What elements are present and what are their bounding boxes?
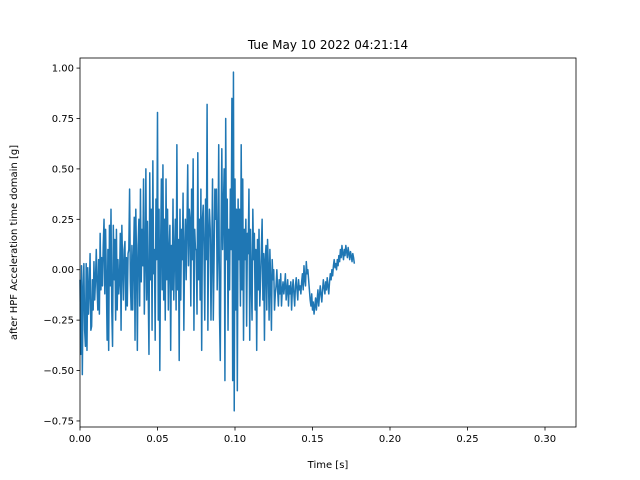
y-tick-label: 1.00 <box>52 64 74 75</box>
y-tick-label: −0.50 <box>43 366 74 377</box>
x-tick-label: 0.30 <box>534 434 556 445</box>
series-group <box>79 71 356 412</box>
axes-frame <box>79 57 577 428</box>
plot-area <box>79 57 577 428</box>
y-axis-ticks: −0.75 −0.50 −0.25 0.00 0.25 0.50 0.75 1.00 <box>43 64 80 427</box>
y-tick-label: −0.25 <box>43 316 74 327</box>
x-tick-label: 0.25 <box>456 434 478 445</box>
chart-title: Tue May 10 2022 04:21:14 <box>247 38 408 52</box>
x-tick-label: 0.15 <box>301 434 323 445</box>
x-axis-label: Time [s] <box>307 460 349 471</box>
x-tick-label: 0.05 <box>146 434 168 445</box>
y-tick-label: 0.00 <box>52 265 74 276</box>
y-tick-label: 0.25 <box>52 215 74 226</box>
x-tick-label: 0.10 <box>224 434 246 445</box>
x-axis-ticks: 0.00 0.05 0.10 0.15 0.20 0.25 0.30 <box>69 427 556 445</box>
x-tick-label: 0.00 <box>69 434 91 445</box>
series-line <box>79 71 356 412</box>
y-tick-label: −0.75 <box>43 416 74 427</box>
y-axis-label: after HPF Acceleration time domain [g] <box>9 145 20 340</box>
y-tick-label: 0.50 <box>52 164 74 175</box>
y-tick-label: 0.75 <box>52 114 74 125</box>
axes-background <box>80 58 576 427</box>
x-tick-label: 0.20 <box>379 434 401 445</box>
